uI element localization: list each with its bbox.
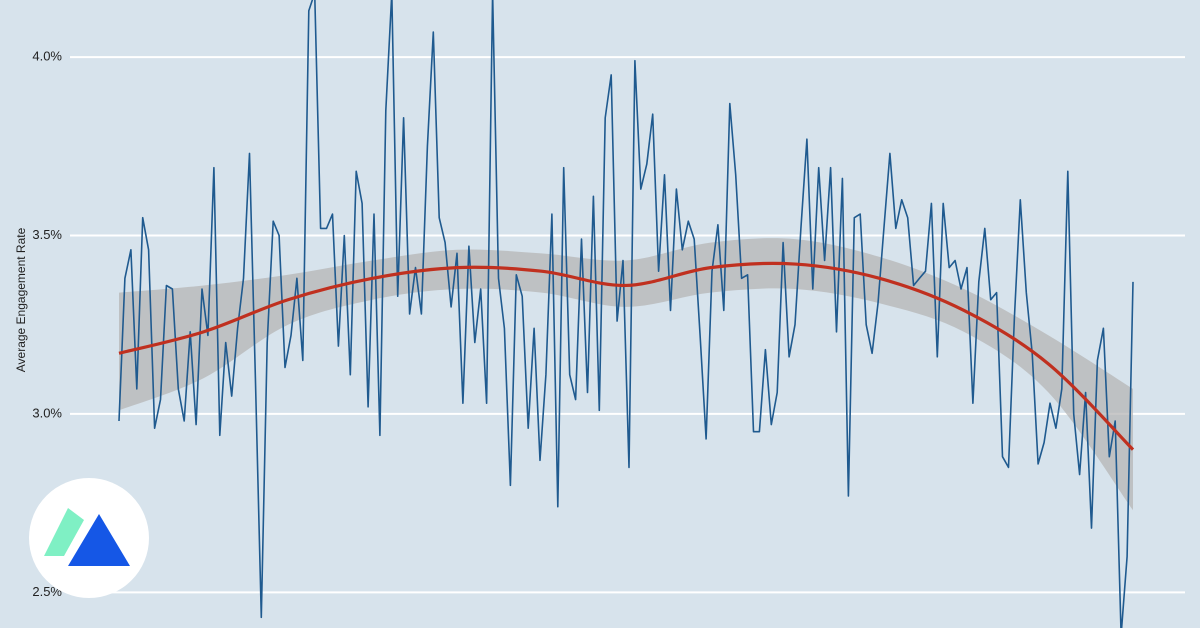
y-tick-label: 3.0% (32, 405, 62, 420)
y-axis-title: Average Engagement Rate (14, 227, 28, 372)
plot-area: 2.5% 3.0% 3.5% 4.0% (32, 0, 1185, 628)
y-tick-label: 2.5% (32, 584, 62, 599)
logo (29, 478, 149, 598)
logo-shape (68, 514, 130, 566)
y-tick-label: 4.0% (32, 49, 62, 64)
confidence-band (119, 238, 1133, 511)
trend-line (118, 261, 1135, 451)
data-line (118, 0, 1134, 628)
y-tick-label: 3.5% (32, 227, 62, 242)
logo-shape (44, 508, 84, 556)
